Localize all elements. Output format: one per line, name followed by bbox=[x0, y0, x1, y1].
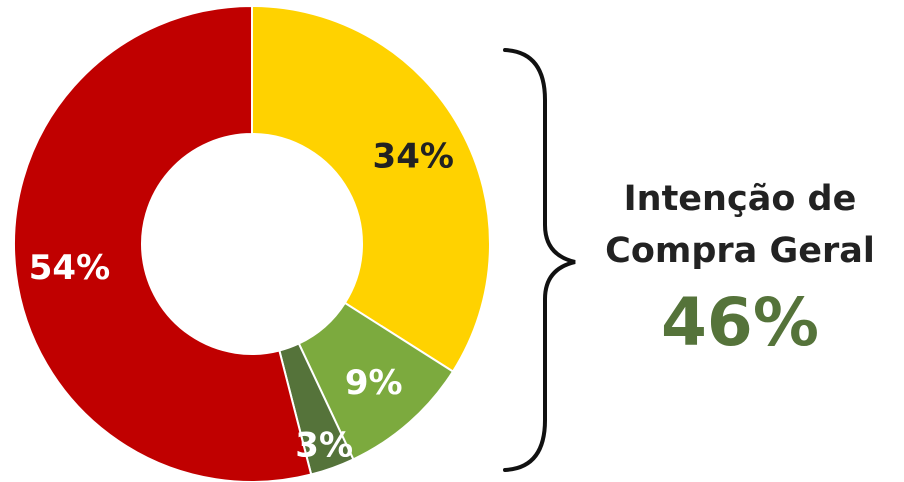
summary-line-2: Compra Geral bbox=[605, 231, 875, 271]
summary-value: 46% bbox=[661, 284, 819, 361]
slice-34pct bbox=[251, 4, 491, 373]
summary-line-1: Intenção de bbox=[624, 179, 857, 219]
slice-label-9pct: 9% bbox=[345, 363, 403, 403]
slice-labels: 34% 9% 3% 54% bbox=[29, 136, 454, 465]
slice-label-34pct: 34% bbox=[373, 136, 454, 176]
slice-54pct bbox=[13, 4, 313, 482]
curly-brace bbox=[503, 48, 576, 472]
donut-slices bbox=[13, 4, 491, 482]
slice-label-3pct: 3% bbox=[295, 425, 353, 465]
slice-label-54pct: 54% bbox=[29, 248, 110, 288]
